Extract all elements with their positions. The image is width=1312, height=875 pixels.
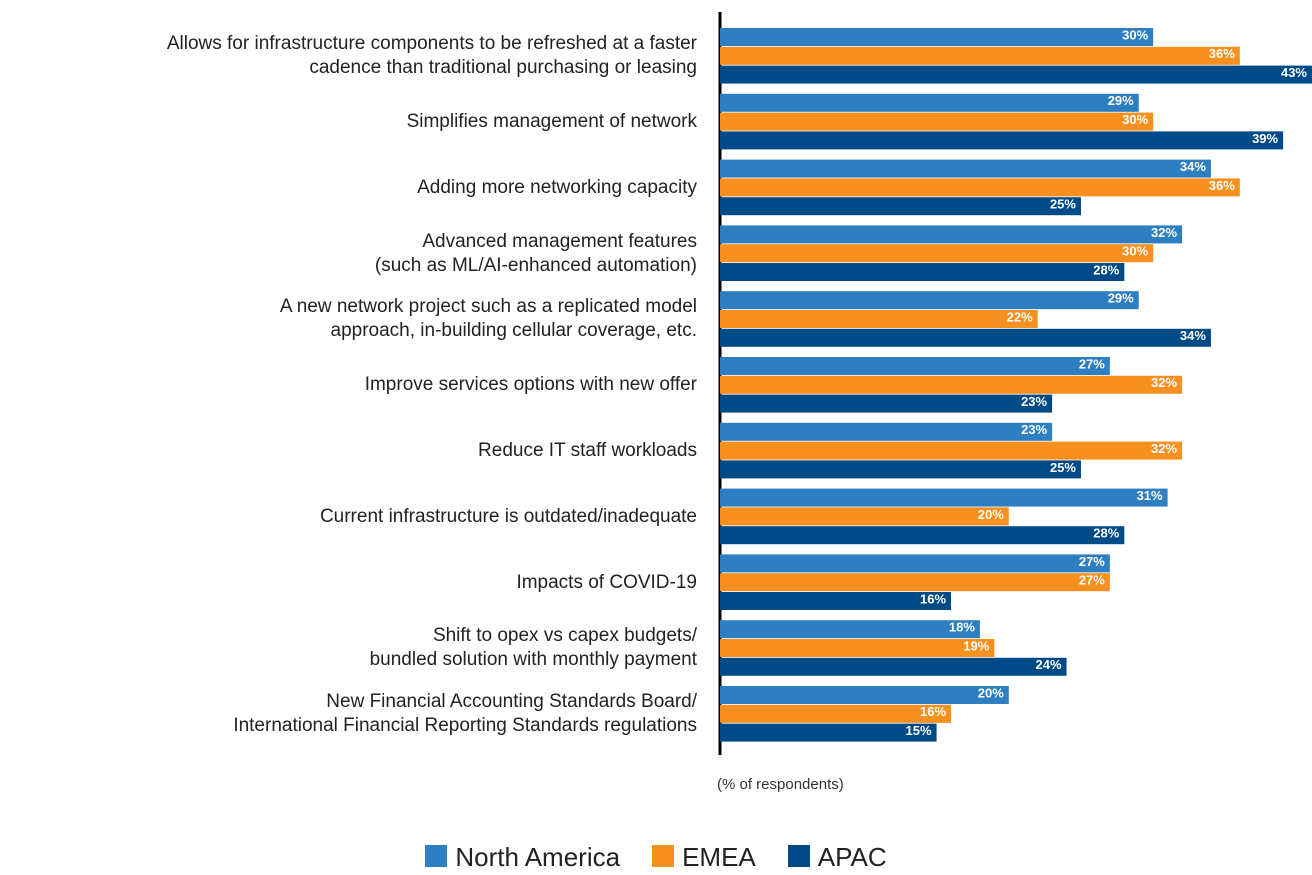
bar xyxy=(720,554,1110,573)
bar xyxy=(720,112,1154,131)
bar xyxy=(720,657,1067,676)
category-label: Current infrastructure is outdated/inade… xyxy=(319,505,697,527)
value-label: 23% xyxy=(1021,422,1047,437)
legend-item: North America xyxy=(425,842,620,873)
bar xyxy=(720,357,1110,375)
bar xyxy=(720,573,1110,592)
category-label: Simplifies management of network xyxy=(406,111,697,132)
bar xyxy=(720,394,1053,413)
category-label: Reduce IT staff workloads xyxy=(478,440,697,461)
bar xyxy=(720,65,1312,84)
value-label: 39% xyxy=(1252,131,1278,146)
value-label: 32% xyxy=(1151,225,1177,240)
bar xyxy=(720,131,1284,150)
bar xyxy=(720,723,937,742)
legend-item: APAC xyxy=(787,842,887,873)
bar xyxy=(720,328,1211,347)
value-label: 16% xyxy=(920,704,946,719)
legend-swatch xyxy=(425,845,448,867)
value-label: 28% xyxy=(1093,262,1119,277)
bar xyxy=(720,263,1125,281)
legend-item: EMEA xyxy=(652,842,756,873)
value-label: 29% xyxy=(1108,93,1134,108)
value-label: 15% xyxy=(906,723,932,738)
value-label: 27% xyxy=(1079,356,1105,371)
value-label: 28% xyxy=(1093,526,1119,541)
value-label: 25% xyxy=(1050,460,1076,475)
bar xyxy=(720,225,1183,244)
bar xyxy=(720,291,1139,310)
bar xyxy=(720,178,1240,197)
category-label: A new network project such as a replicat… xyxy=(279,296,697,342)
value-label: 16% xyxy=(920,591,946,606)
value-label: 43% xyxy=(1281,65,1307,80)
legend-label: EMEA xyxy=(682,842,756,872)
value-label: 27% xyxy=(1079,573,1105,588)
value-label: 23% xyxy=(1021,394,1047,409)
bar xyxy=(720,93,1139,112)
value-label: 19% xyxy=(963,638,989,653)
value-label: 34% xyxy=(1180,328,1206,343)
legend-label: North America xyxy=(455,842,621,872)
category-label: Advanced management features (such as ML… xyxy=(374,230,697,276)
bar xyxy=(720,620,980,639)
axis-label: (% of respondents) xyxy=(717,776,844,793)
bar xyxy=(720,639,995,657)
category-label: Shift to opex vs capex budgets/ bundled … xyxy=(369,625,697,671)
legend-label: APAC xyxy=(817,842,887,872)
category-label: Impacts of COVID-19 xyxy=(516,571,697,593)
value-label: 24% xyxy=(1036,657,1062,672)
value-label: 18% xyxy=(949,620,975,635)
bar xyxy=(720,28,1154,46)
bar xyxy=(720,441,1183,460)
bar xyxy=(720,244,1154,263)
bar xyxy=(720,488,1168,507)
bar xyxy=(720,46,1240,65)
value-label: 34% xyxy=(1180,159,1206,174)
value-label: 32% xyxy=(1151,441,1177,456)
legend: North America EMEA APAC xyxy=(0,842,1312,873)
bar xyxy=(720,704,952,723)
value-label: 30% xyxy=(1122,244,1148,259)
legend-swatch xyxy=(787,845,810,867)
legend-swatch xyxy=(652,845,675,867)
value-label: 36% xyxy=(1209,46,1235,61)
bar xyxy=(720,159,1211,178)
value-label: 31% xyxy=(1137,488,1163,503)
value-label: 29% xyxy=(1108,291,1134,306)
value-label: 20% xyxy=(978,685,1004,700)
value-label: 20% xyxy=(978,507,1004,522)
bar xyxy=(720,460,1081,479)
bar xyxy=(720,526,1125,545)
value-label: 25% xyxy=(1050,197,1076,212)
bar xyxy=(720,310,1038,328)
bar xyxy=(720,375,1183,394)
value-label: 30% xyxy=(1122,112,1148,127)
value-label: 36% xyxy=(1209,178,1235,193)
category-label: New Financial Accounting Standards Board… xyxy=(233,691,697,737)
bar xyxy=(720,507,1009,526)
category-label: Allows for infrastructure components to … xyxy=(166,33,697,79)
value-label: 27% xyxy=(1079,554,1105,569)
bar xyxy=(720,422,1053,441)
bar xyxy=(720,592,952,610)
bar xyxy=(720,686,1009,704)
value-label: 30% xyxy=(1122,27,1148,42)
category-label: Improve services options with new offer xyxy=(364,374,697,396)
bar xyxy=(720,197,1081,216)
value-label: 22% xyxy=(1007,309,1033,324)
value-label: 32% xyxy=(1151,375,1177,390)
category-label: Adding more networking capacity xyxy=(417,176,697,198)
